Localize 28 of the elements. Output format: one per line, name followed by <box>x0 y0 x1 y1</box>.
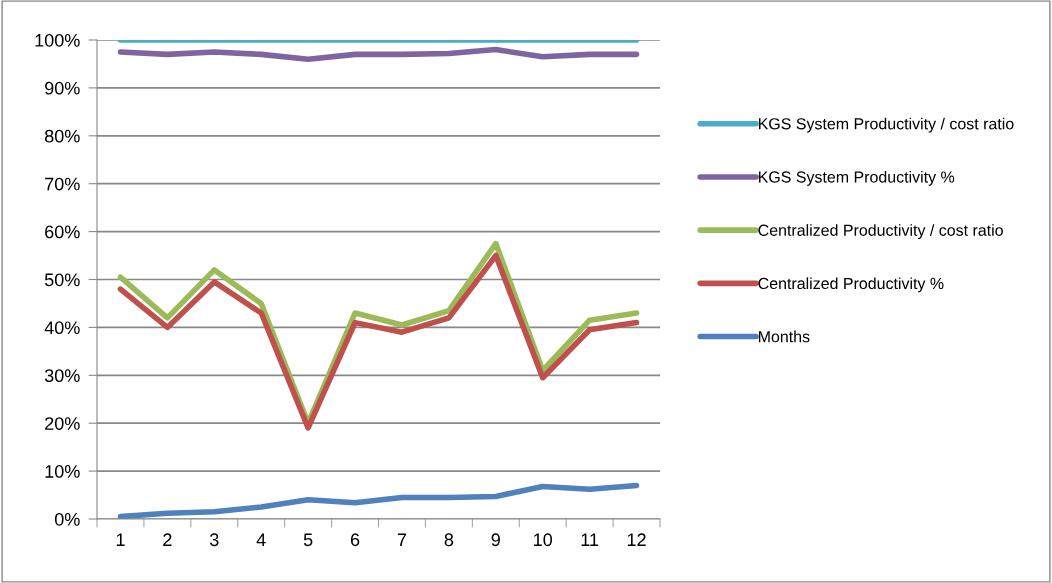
x-tick-label: 11 <box>581 533 599 546</box>
x-tick-label: 9 <box>491 533 500 547</box>
y-tick-label: 40% <box>44 321 80 335</box>
y-tick-label: 80% <box>44 129 80 143</box>
legend-label: KGS System Productivity % <box>758 170 955 186</box>
x-tick-label: 4 <box>256 533 266 546</box>
x-tick-label: 2 <box>163 533 172 546</box>
x-tick-label: 3 <box>209 533 219 547</box>
x-tick-label: 6 <box>350 533 360 547</box>
y-tick-label: 60% <box>45 225 80 239</box>
legend-label: Months <box>758 330 810 343</box>
x-tick-label: 1 <box>116 533 125 546</box>
y-tick-label: 70% <box>45 177 80 191</box>
x-tick-label: 12 <box>627 533 646 546</box>
y-tick-label: 10% <box>45 465 80 478</box>
x-tick-label: 7 <box>397 533 407 546</box>
y-tick-label: 100% <box>35 33 80 47</box>
legend-label: Centralized Productivity / cost ratio <box>758 224 1003 240</box>
x-tick-label: 5 <box>303 533 313 547</box>
y-tick-label: 90% <box>45 81 80 95</box>
y-tick-label: 20% <box>45 417 80 430</box>
y-tick-label: 50% <box>44 273 80 287</box>
x-tick-label: 10 <box>534 533 553 547</box>
y-tick-label: 0% <box>54 512 80 526</box>
legend-label: KGS System Productivity / cost ratio <box>758 117 1014 133</box>
x-tick-label: 8 <box>444 533 454 547</box>
legend-label: Centralized Productivity % <box>758 277 944 293</box>
y-tick-label: 30% <box>44 369 80 383</box>
